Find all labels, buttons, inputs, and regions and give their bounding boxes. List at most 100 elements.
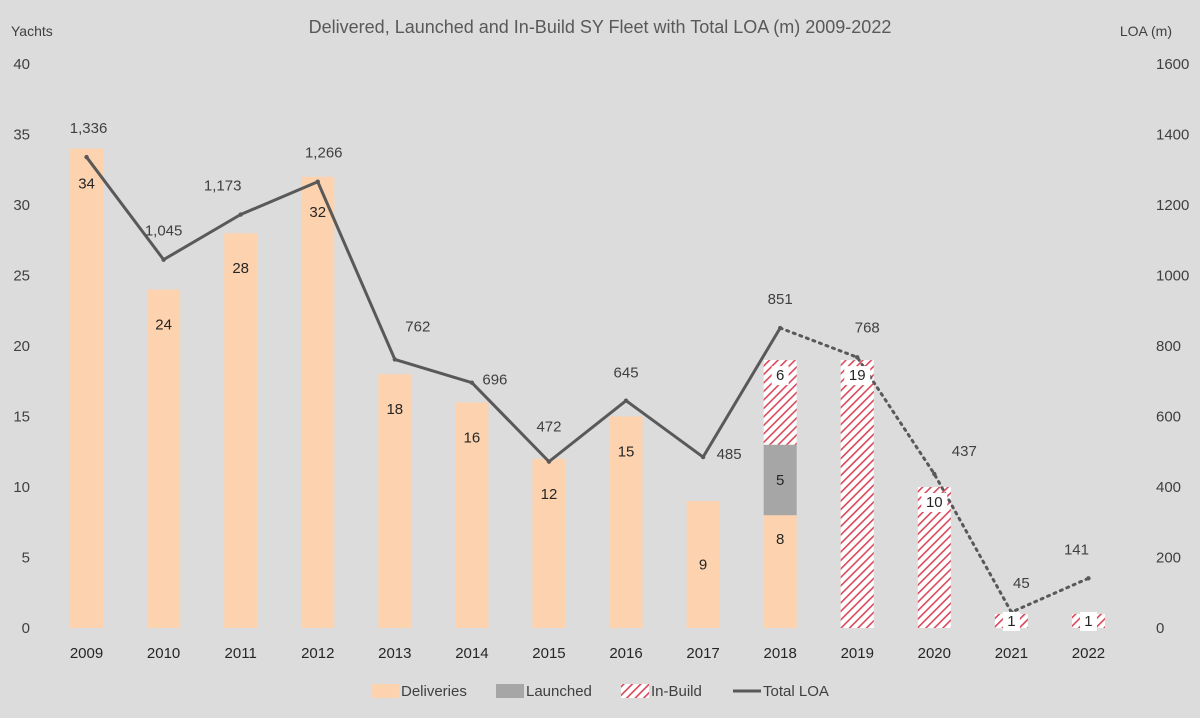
- line-total-loa-dotted: [778, 326, 1090, 615]
- bar-deliveries-2011: [224, 233, 258, 628]
- chart-title: Delivered, Launched and In-Build SY Flee…: [309, 17, 892, 37]
- y-right-tick-400: 400: [1156, 479, 1181, 496]
- x-tick-2012: 2012: [301, 645, 334, 662]
- bar-label-deliveries-2011: 28: [232, 260, 249, 277]
- bar-deliveries-2013: [378, 374, 412, 628]
- x-tick-2021: 2021: [995, 645, 1028, 662]
- bar-deliveries-2018: [763, 515, 797, 628]
- bar-label-deliveries-2013: 18: [386, 401, 403, 418]
- line-total-loa-solid: [85, 156, 782, 464]
- point-total-loa-2018: [777, 325, 783, 331]
- x-tick-2022: 2022: [1072, 645, 1105, 662]
- y-left-axis-title: Yachts: [11, 23, 53, 39]
- y-right-tick-1400: 1400: [1156, 127, 1189, 144]
- bar-deliveries-2009: [70, 148, 104, 628]
- line-label-total-loa-2015: 472: [536, 419, 561, 436]
- y-right-tick-1000: 1000: [1156, 268, 1189, 285]
- bar-label-deliveries-2014: 16: [464, 429, 481, 446]
- point-total-loa-2011: [238, 212, 243, 217]
- bar-label-bg-in-build-2022: [1079, 611, 1097, 631]
- line-label-total-loa-2021: 45: [1013, 575, 1030, 592]
- bar-deliveries-2016: [609, 416, 643, 628]
- point-total-loa-2014: [469, 380, 475, 385]
- x-tick-2009: 2009: [70, 645, 103, 662]
- y-left-tick-30: 30: [13, 197, 30, 214]
- line-label-total-loa-2020: 437: [952, 443, 977, 460]
- bar-deliveries-2012: [301, 176, 335, 629]
- bar-label-in-build-2022: 1: [1084, 613, 1092, 630]
- y-right-tick-0: 0: [1156, 620, 1164, 637]
- x-tick-2016: 2016: [609, 645, 642, 662]
- bar-label-deliveries-2017: 9: [699, 557, 707, 574]
- x-tick-2020: 2020: [918, 645, 951, 662]
- x-tick-2013: 2013: [378, 645, 411, 662]
- point-total-loa-2013: [392, 357, 398, 362]
- bar-label-deliveries-2018: 8: [776, 531, 784, 548]
- legend-label-launched: Launched: [526, 683, 592, 700]
- bar-launched-2018: [763, 444, 797, 516]
- point-total-loa-2019: [855, 355, 860, 360]
- bar-label-bg-in-build-2018: [771, 366, 789, 386]
- bar-label-in-build-2021: 1: [1007, 613, 1015, 630]
- line-label-total-loa-2010: 1,045: [145, 223, 183, 240]
- line-label-total-loa-2009: 1,336: [70, 120, 108, 137]
- legend-label-in-build: In-Build: [651, 683, 702, 700]
- x-tick-2014: 2014: [455, 645, 488, 662]
- line-label-total-loa-2014: 696: [482, 372, 507, 389]
- line-label-total-loa-2016: 645: [614, 365, 639, 382]
- bar-label-bg-in-build-2019: [844, 366, 871, 386]
- y-left-tick-15: 15: [13, 409, 30, 426]
- point-total-loa-2022: [1086, 576, 1091, 581]
- line-label-total-loa-2011: 1,173: [204, 178, 242, 195]
- line-label-total-loa-2013: 762: [405, 318, 430, 335]
- bar-label-in-build-2019: 19: [849, 367, 866, 384]
- bar-label-launched-2018: 5: [776, 472, 784, 489]
- y-right-tick-600: 600: [1156, 409, 1181, 426]
- y-left-tick-5: 5: [22, 550, 30, 567]
- bar-label-deliveries-2016: 15: [618, 444, 635, 461]
- y-left-tick-40: 40: [13, 56, 30, 73]
- x-tick-2010: 2010: [147, 645, 180, 662]
- point-total-loa-2010: [161, 257, 166, 262]
- line-label-total-loa-2017: 485: [717, 446, 742, 463]
- line-label-total-loa-2018: 851: [768, 291, 793, 308]
- y-left-tick-25: 25: [13, 268, 30, 285]
- bar-label-deliveries-2009: 34: [78, 176, 95, 193]
- bar-deliveries-2014: [455, 402, 489, 628]
- x-tick-2011: 2011: [225, 645, 257, 662]
- bar-label-deliveries-2010: 24: [155, 317, 172, 334]
- bar-deliveries-2017: [686, 501, 720, 628]
- bar-in-build-2019: [840, 360, 874, 628]
- y-right-tick-800: 800: [1156, 338, 1181, 355]
- y-right-axis-title: LOA (m): [1120, 23, 1172, 39]
- line-label-total-loa-2019: 768: [855, 319, 880, 336]
- y-right-tick-1600: 1600: [1156, 56, 1189, 73]
- x-tick-2018: 2018: [763, 645, 796, 662]
- line-label-total-loa-2022: 141: [1064, 541, 1089, 558]
- point-total-loa-2017: [700, 454, 706, 460]
- x-tick-2017: 2017: [686, 645, 719, 662]
- legend-label-deliveries: Deliveries: [401, 683, 467, 700]
- y-left-tick-10: 10: [13, 479, 30, 496]
- x-tick-2015: 2015: [532, 645, 565, 662]
- point-total-loa-2012: [315, 179, 320, 184]
- bar-deliveries-2015: [532, 458, 566, 628]
- legend-label-total-loa: Total LOA: [763, 683, 829, 700]
- point-total-loa-2015: [546, 459, 552, 464]
- bar-label-deliveries-2015: 12: [541, 486, 558, 503]
- bar-label-in-build-2020: 10: [926, 494, 943, 511]
- y-right-tick-1200: 1200: [1156, 197, 1189, 214]
- bar-label-bg-in-build-2021: [1002, 611, 1020, 631]
- legend-swatch-in-build: [621, 684, 649, 698]
- bar-label-deliveries-2012: 32: [309, 204, 326, 221]
- legend-swatch-launched: [496, 684, 524, 698]
- y-left-tick-20: 20: [13, 338, 30, 355]
- point-total-loa-2016: [623, 398, 629, 403]
- bar-deliveries-2010: [147, 289, 181, 628]
- y-left-tick-0: 0: [22, 620, 30, 637]
- point-total-loa-2009: [84, 154, 89, 160]
- bar-label-in-build-2018: 6: [776, 367, 784, 384]
- point-total-loa-2020: [932, 471, 937, 477]
